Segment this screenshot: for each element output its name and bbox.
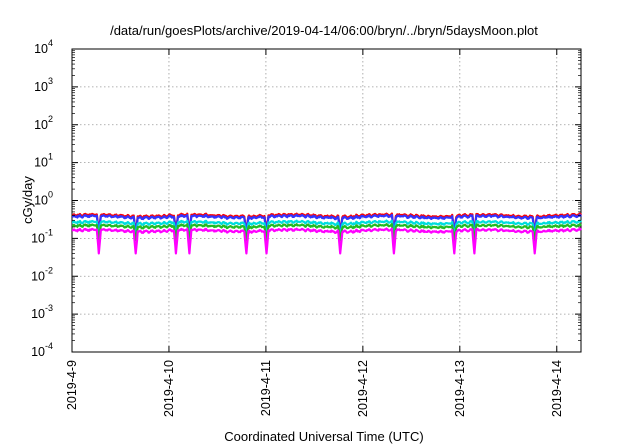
x-tick-label: 2019-4-12 bbox=[356, 360, 370, 417]
x-tick-label: 2019-4-14 bbox=[550, 360, 564, 417]
x-tick-label: 2019-4-11 bbox=[259, 360, 273, 416]
y-tick-label: 10-2 bbox=[31, 265, 53, 283]
series-line-4 bbox=[71, 223, 582, 242]
x-axis-label: Coordinated Universal Time (UTC) bbox=[224, 429, 423, 444]
y-tick-label: 104 bbox=[34, 38, 53, 56]
series-line-5 bbox=[71, 227, 582, 255]
chart-title: /data/run/goesPlots/archive/2019-04-14/0… bbox=[110, 23, 538, 38]
y-axis-label: cGy/day bbox=[20, 176, 35, 224]
y-tick-label: 10-3 bbox=[31, 303, 53, 321]
y-tick-label: 103 bbox=[34, 76, 53, 94]
series-line-2 bbox=[71, 213, 582, 234]
x-tick-label: 2019-4-13 bbox=[453, 360, 467, 417]
y-tick-label: 100 bbox=[34, 190, 53, 208]
series-lines bbox=[71, 212, 582, 255]
series-line-3 bbox=[71, 219, 582, 238]
y-tick-label: 10-1 bbox=[31, 227, 53, 245]
y-tick-label: 10-4 bbox=[31, 341, 53, 359]
x-tick-label: 2019-4-9 bbox=[65, 360, 79, 410]
x-axis: 2019-4-9 2019-4-10 2019-4-11 2019-4-12 2019-… bbox=[65, 49, 564, 417]
x-tick-label: 2019-4-10 bbox=[162, 360, 176, 417]
y-axis: 104 103 102 101 100 10-1 10-2 10-3 10-4 bbox=[31, 38, 581, 359]
y-tick-label: 102 bbox=[34, 114, 53, 132]
grid bbox=[72, 49, 581, 352]
y-tick-label: 101 bbox=[34, 152, 53, 170]
